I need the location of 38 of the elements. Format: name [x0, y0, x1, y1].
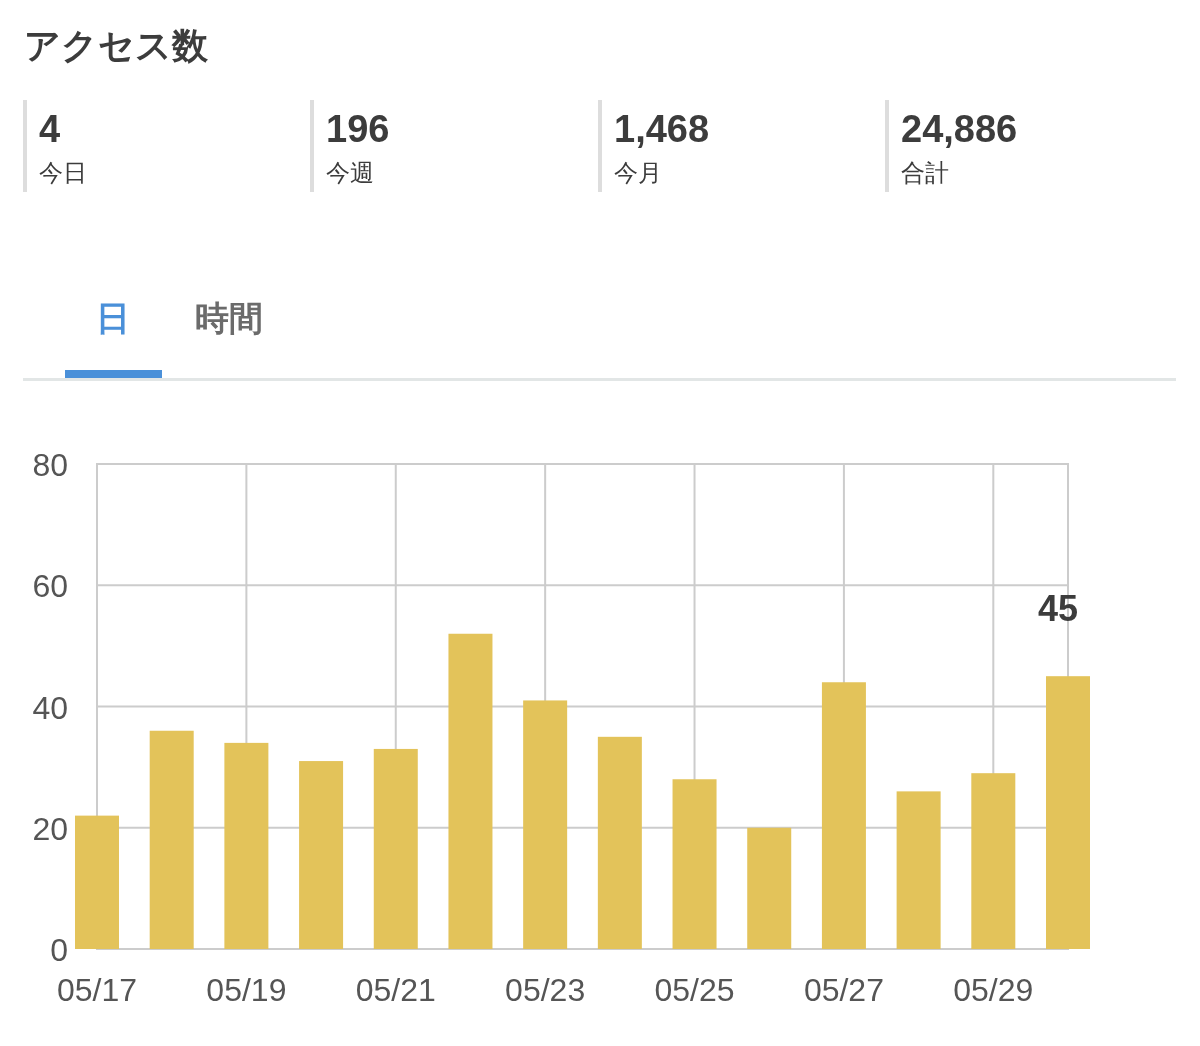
x-tick-label: 05/27 [803, 972, 884, 1008]
bar [448, 633, 493, 949]
text: 24,886 [901, 108, 1018, 150]
y-tick-label: 0 [50, 932, 68, 968]
x-tick-label: 05/17 [56, 972, 138, 1008]
y-tick-label: 80 [32, 447, 68, 483]
text: 今月 [614, 159, 662, 186]
data-label: 45 [1037, 588, 1079, 630]
bar [1046, 676, 1090, 949]
chart-title: アクセス数 [24, 25, 209, 66]
bar [149, 730, 194, 949]
text: 1,468 [614, 108, 710, 150]
text: 日 [96, 299, 130, 337]
bar [971, 773, 1016, 949]
bar [672, 779, 717, 949]
bar [597, 736, 642, 949]
y-tick-label: 40 [32, 689, 68, 726]
x-tick-label: 05/23 [505, 972, 586, 1008]
text: 今週 [326, 159, 374, 186]
text: 合計 [901, 159, 949, 186]
x-tick-label: 05/21 [355, 972, 436, 1008]
text: 196 [326, 108, 390, 150]
text: 時間 [195, 299, 263, 337]
bar [75, 815, 119, 949]
y-tick-label: 60 [32, 568, 68, 605]
bar [747, 827, 792, 949]
bar [224, 742, 269, 949]
x-tick-label: 05/19 [206, 972, 287, 1008]
bar [523, 700, 568, 949]
bar [373, 748, 418, 949]
text: 今日 [39, 159, 87, 186]
text: 4 [39, 108, 61, 150]
x-tick-label: 05/25 [654, 972, 735, 1008]
y-tick-label: 20 [32, 810, 68, 847]
bar [821, 682, 866, 949]
bar [896, 791, 941, 949]
bar [299, 761, 344, 949]
x-tick-label: 05/29 [953, 972, 1034, 1008]
